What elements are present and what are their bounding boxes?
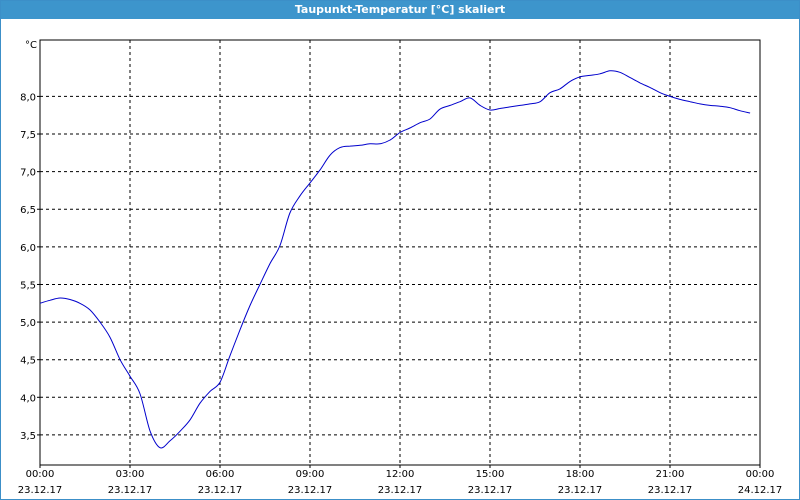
- x-tick-time-label: 12:00: [386, 469, 415, 480]
- x-tick-time-label: 21:00: [656, 469, 685, 480]
- y-axis-label: °C: [25, 40, 37, 51]
- x-tick-date-label: 23.12.17: [288, 485, 333, 496]
- x-tick-date-label: 23.12.17: [18, 485, 63, 496]
- y-tick-label: 5,5: [20, 280, 36, 291]
- y-tick-label: 3,5: [20, 431, 36, 442]
- y-tick-label: 5,0: [20, 318, 36, 329]
- y-axis: 3,5 4,0 4,5 5,0 5,5 6,0 6,5 7,0 7,5 8,0: [20, 92, 40, 442]
- window-title: Taupunkt-Temperatur [°C] skaliert: [1, 1, 799, 19]
- x-tick-time-label: 09:00: [296, 469, 325, 480]
- x-tick-date-label: 23.12.17: [468, 485, 513, 496]
- y-tick-label: 4,0: [20, 393, 36, 404]
- x-tick-time-label: 06:00: [206, 469, 235, 480]
- x-tick-date-label: 24.12.17: [738, 485, 783, 496]
- y-tick-label: 7,0: [20, 168, 36, 179]
- x-tick-time-label: 00:00: [26, 469, 55, 480]
- x-tick-date-label: 23.12.17: [108, 485, 153, 496]
- x-tick-time-label: 18:00: [566, 469, 595, 480]
- grid-lines: [40, 40, 760, 465]
- x-tick-time-label: 15:00: [476, 469, 505, 480]
- x-tick-date-label: 23.12.17: [558, 485, 603, 496]
- x-tick-date-label: 23.12.17: [198, 485, 243, 496]
- x-tick-date-label: 23.12.17: [378, 485, 423, 496]
- x-tick-time-label: 03:00: [116, 469, 145, 480]
- y-tick-label: 6,5: [20, 205, 36, 216]
- dewpoint-series-line: [39, 70, 751, 449]
- x-axis: 00:00 23.12.17 03:00 23.12.17 06:00 23.12.17 0…: [18, 465, 783, 496]
- y-tick-label: 6,0: [20, 243, 36, 254]
- y-tick-label: 7,5: [20, 130, 36, 141]
- y-tick-label: 8,0: [20, 92, 36, 103]
- x-tick-time-label: 00:00: [746, 469, 775, 480]
- y-tick-label: 4,5: [20, 356, 36, 367]
- x-tick-date-label: 23.12.17: [648, 485, 693, 496]
